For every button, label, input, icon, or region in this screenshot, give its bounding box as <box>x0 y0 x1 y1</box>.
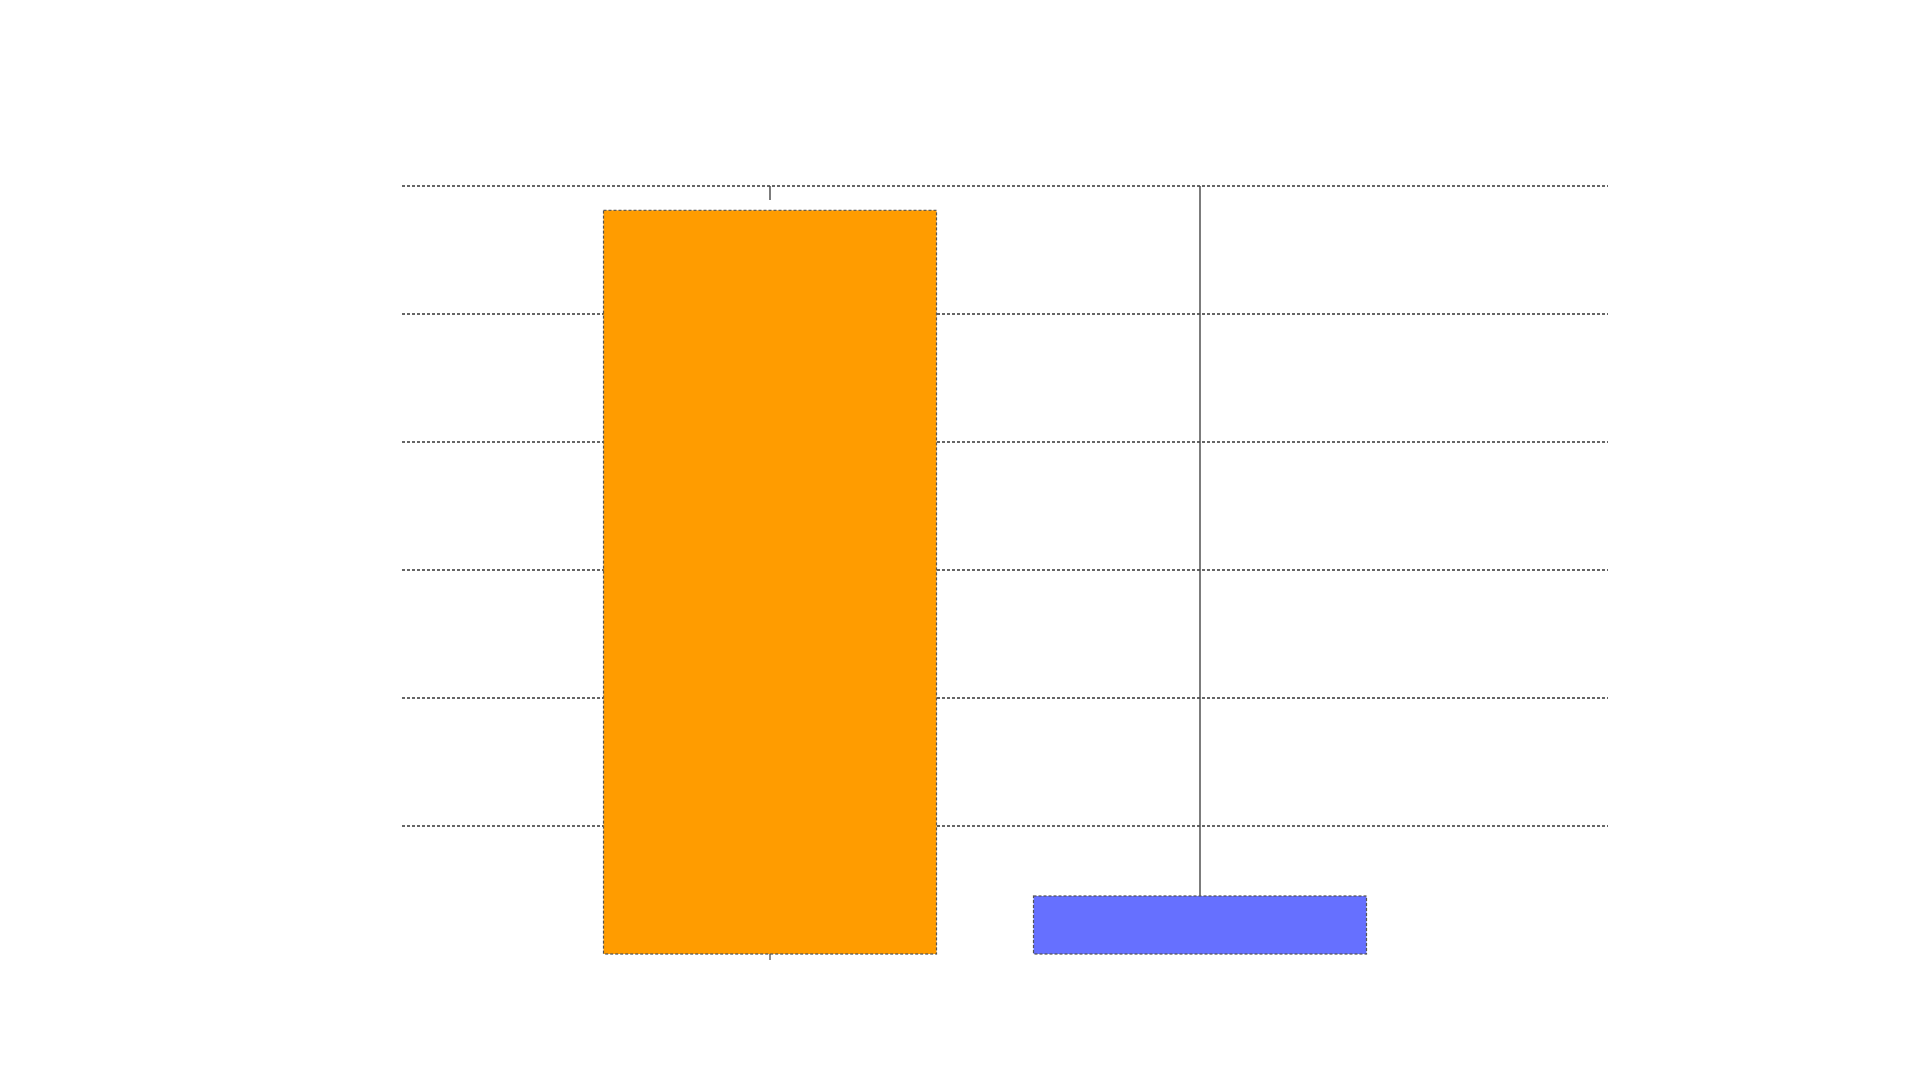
bar-1 <box>1032 895 1368 955</box>
bars <box>602 209 1368 955</box>
bar-0 <box>602 209 938 955</box>
gridlines <box>402 185 1608 960</box>
